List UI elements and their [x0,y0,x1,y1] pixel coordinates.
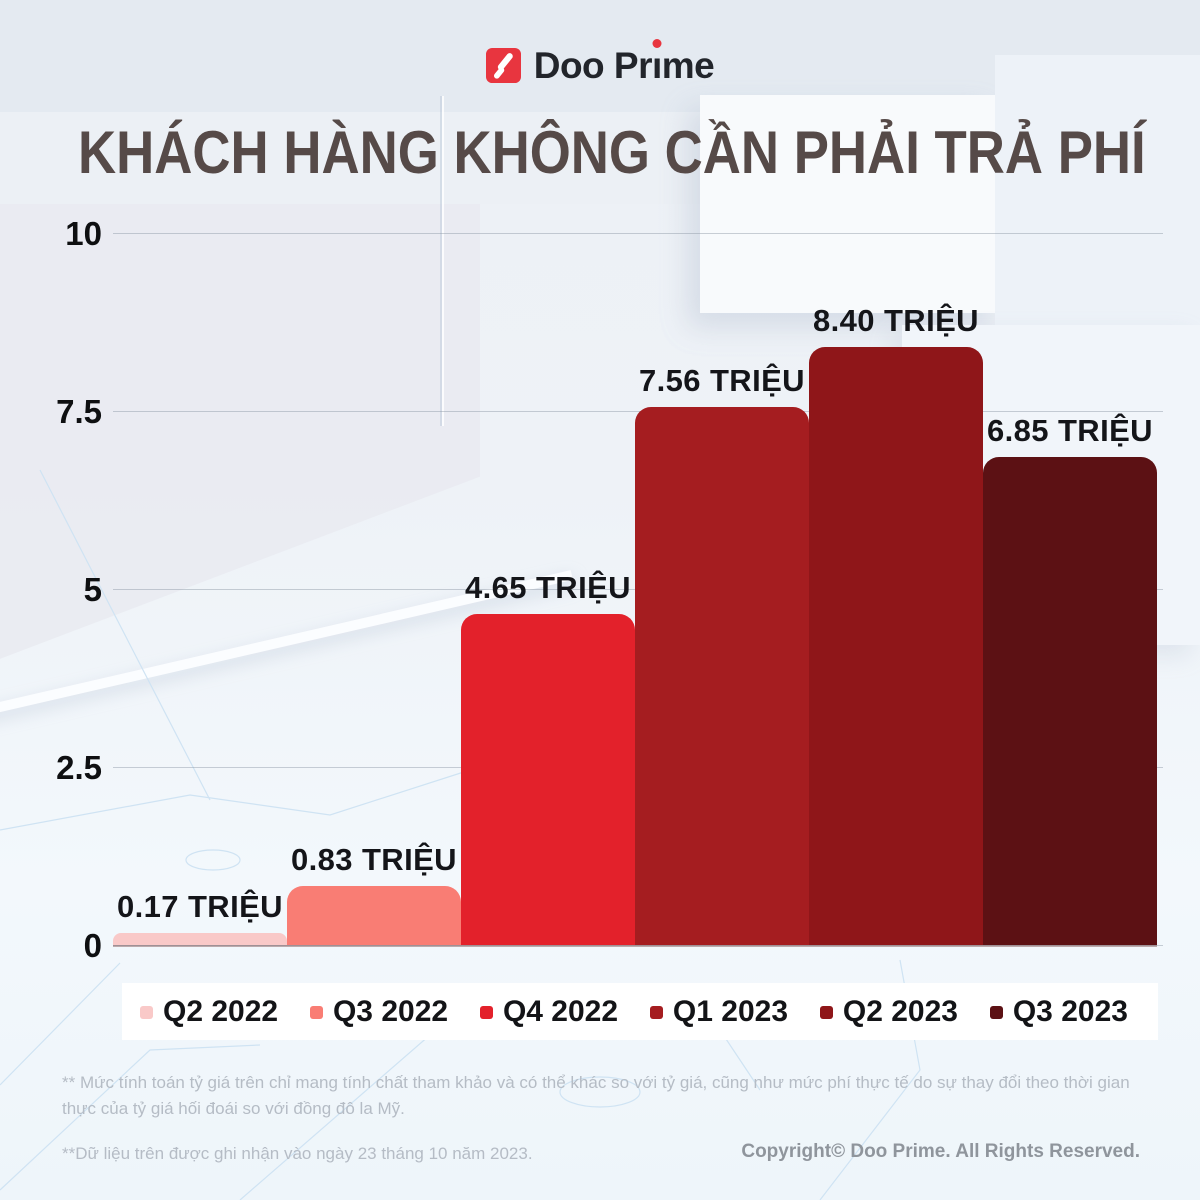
value-label-q2-2023: 8.40 TRIỆU [813,302,979,338]
legend-label: Q2 2023 [842,994,958,1028]
legend-swatch-q3-2023 [989,1006,1003,1019]
page-title: KHÁCH HÀNG KHÔNG CẦN PHẢI TRẢ PHÍ [78,119,1146,186]
legend-item-q1-2023: Q1 2023 [649,994,788,1028]
legend-label: Q3 2023 [1012,994,1128,1028]
legend-swatch-q1-2023 [649,1006,663,1019]
gridline [113,232,1163,234]
bar-q2-2022 [113,932,287,945]
legend-item-q2-2022: Q2 2022 [140,994,279,1028]
y-tick-label: 10 [65,215,102,252]
bg-panel-right-top [995,55,1200,335]
footnote-data-date: **Dữ liệu trên được ghi nhận vào ngày 23… [62,1144,533,1163]
legend-label: Q3 2022 [332,994,449,1028]
bar-q1-2023 [635,406,809,945]
legend-item-q2-2023: Q2 2023 [819,994,958,1028]
bg-panel-white [700,95,1000,313]
legend-label: Q1 2023 [672,994,788,1028]
doo-prime-wordmark: Doo Prıme [533,44,715,86]
legend-label: Q2 2022 [163,994,279,1028]
bar-q2-2023 [809,346,983,945]
value-label-q2-2022: 0.17 TRIỆU [117,888,283,924]
value-label-q3-2022: 0.83 TRIỆU [291,841,457,877]
legend-item-q3-2022: Q3 2022 [309,994,449,1028]
value-label-q4-2022: 4.65 TRIỆU [465,569,631,605]
y-tick-label: 0 [83,927,102,964]
legend-swatch-q4-2022 [479,1006,493,1019]
gridline [113,944,1163,946]
footnote-exchange-rate: ** Mức tính toán tỷ giá trên chỉ mang tí… [62,1073,1130,1118]
x-axis-baseline [113,945,1157,947]
gridline [113,410,1163,412]
copyright-text: Copyright© Doo Prime. All Rights Reserve… [741,1141,1140,1162]
legend-item-q3-2023: Q3 2023 [989,994,1128,1028]
legend-label: Q4 2022 [502,994,619,1028]
bar-q3-2022 [287,885,461,945]
y-tick-label: 5 [83,571,102,608]
value-label-q1-2023: 7.56 TRIỆU [639,362,805,398]
doo-prime-logo-icon [485,47,521,83]
doo-prime-logo: Doo Prıme [0,42,1200,88]
y-tick-label: 2.5 [56,749,102,786]
legend: Q2 2022 Q3 2022 Q4 2022 Q1 2023 Q2 2023 Q3 20… [122,983,1158,1040]
y-tick-label: 7.5 [56,393,102,430]
logo-red-dot-i: ı [652,44,662,86]
bg-vertical-edge [440,96,442,426]
legend-swatch-q2-2023 [819,1006,833,1019]
legend-item-q4-2022: Q4 2022 [479,994,619,1028]
bar-q3-2023 [983,457,1157,945]
bar-q4-2022 [461,613,635,945]
legend-swatch-q3-2022 [309,1006,323,1019]
legend-swatch-q2-2022 [140,1006,153,1019]
value-label-q3-2023: 6.85 TRIỆU [987,413,1153,449]
